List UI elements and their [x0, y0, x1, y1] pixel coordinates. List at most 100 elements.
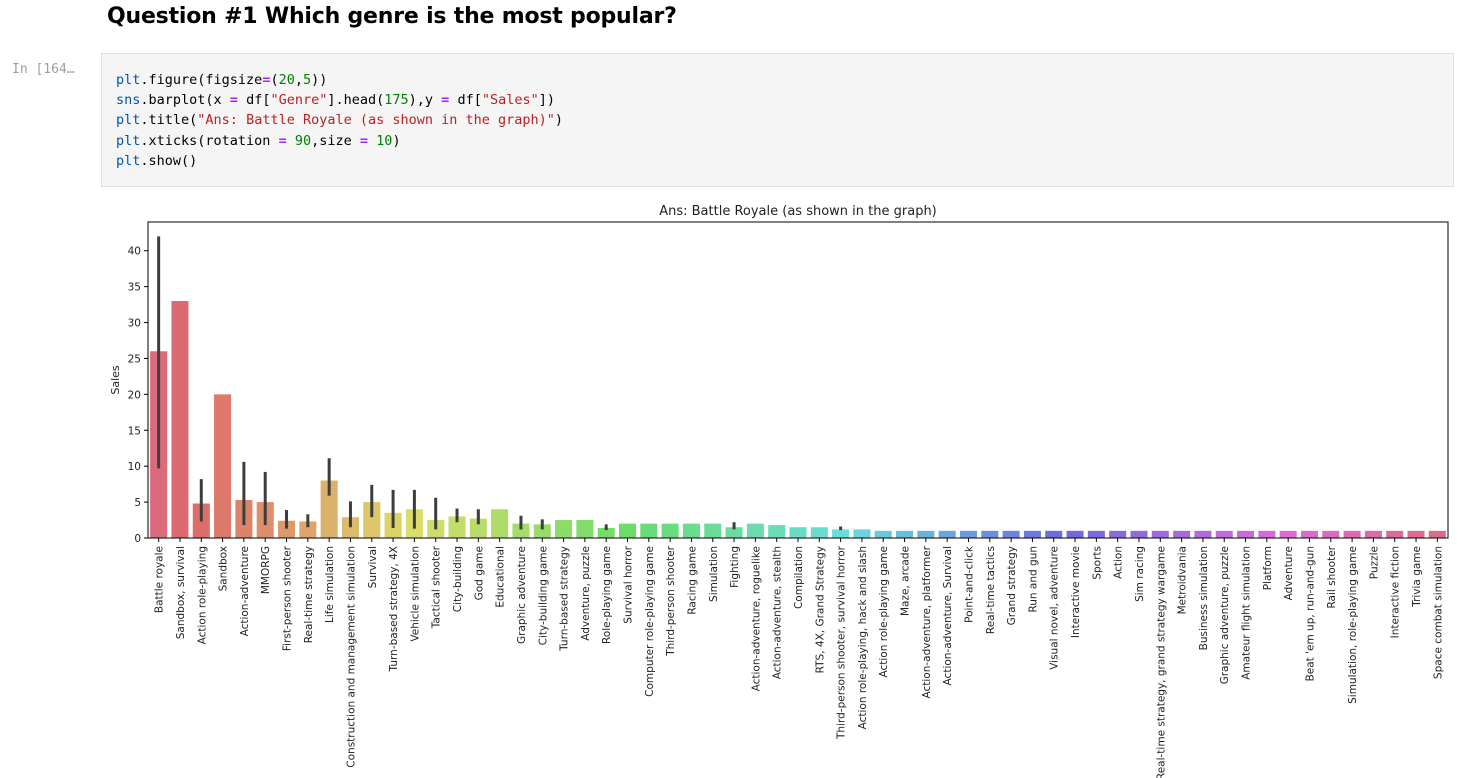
- y-tick-label: 25: [128, 353, 141, 365]
- x-tick-label: Visual novel, adventure: [1049, 546, 1061, 670]
- y-tick-label: 35: [128, 282, 141, 294]
- x-tick-label: Point-and-click: [963, 545, 975, 623]
- bar: [725, 527, 743, 538]
- x-tick-label: Space combat simulation: [1432, 546, 1444, 679]
- y-tick-label: 40: [128, 246, 141, 258]
- x-tick-label: Sandbox, survival: [175, 546, 187, 639]
- y-axis-label: Sales: [109, 365, 122, 395]
- x-tick-label: Action-adventure, stealth: [772, 546, 784, 679]
- y-tick-label: 0: [134, 533, 141, 545]
- bar: [320, 480, 338, 538]
- x-tick-label: Life simulation: [324, 546, 336, 623]
- x-tick-label: Rail shooter: [1326, 545, 1338, 608]
- x-tick-label: Beat 'em up, run-and-gun: [1304, 546, 1316, 681]
- x-tick-label: Business simulation: [1198, 546, 1210, 650]
- x-tick-label: Trivia game: [1411, 546, 1423, 608]
- y-tick-label: 20: [128, 389, 141, 401]
- x-tick-label: Turn-based strategy: [559, 546, 571, 652]
- x-tick-label: Survival horror: [623, 545, 635, 623]
- chart-title: Ans: Battle Royale (as shown in the grap…: [659, 204, 937, 219]
- x-tick-label: Adventure, puzzle: [580, 546, 592, 641]
- bar: [938, 530, 956, 538]
- x-tick-label: Grand strategy: [1006, 546, 1018, 625]
- code-editor[interactable]: plt.figure(figsize=(20,5)) sns.barplot(x…: [102, 54, 1453, 171]
- x-tick-label: Fighting: [729, 546, 741, 588]
- bar: [1322, 530, 1340, 538]
- code-line: plt.xticks(rotation = 90,size = 10): [116, 132, 401, 149]
- bar: [1343, 530, 1361, 538]
- x-tick-label: God game: [473, 546, 485, 600]
- x-tick-label: City-building: [452, 546, 464, 612]
- x-tick-label: Tactical shooter: [431, 545, 443, 629]
- bar: [746, 523, 764, 538]
- x-tick-label: Third-person shooter: [665, 545, 677, 656]
- bar: [491, 509, 509, 538]
- x-tick-label: Amateur flight simulation: [1241, 546, 1253, 680]
- bar: [874, 530, 892, 538]
- x-tick-label: Interactive fiction: [1390, 546, 1402, 638]
- bar: [640, 523, 658, 538]
- input-prompt: In [164…: [12, 62, 75, 77]
- bar: [618, 523, 637, 538]
- code-cell[interactable]: plt.figure(figsize=(20,5)) sns.barplot(x…: [101, 53, 1454, 187]
- bar: [597, 527, 615, 538]
- bar: [1045, 530, 1063, 538]
- x-tick-label: Metroidvania: [1177, 546, 1189, 614]
- code-line: plt.title("Ans: Battle Royale (as shown …: [116, 112, 564, 129]
- bar: [363, 502, 381, 538]
- bar: [682, 523, 700, 538]
- x-tick-label: Action role-playing game: [878, 546, 890, 678]
- x-tick-label: Construction and management simulation: [345, 546, 357, 768]
- bar: [299, 521, 317, 538]
- bar: [853, 529, 871, 538]
- y-tick-label: 5: [134, 497, 141, 509]
- bar: [214, 394, 232, 538]
- x-tick-label: Role-playing game: [601, 546, 613, 644]
- bar: [1279, 530, 1297, 538]
- x-tick-label: Platform: [1262, 546, 1274, 590]
- bar: [1087, 530, 1105, 538]
- x-tick-label: Educational: [495, 546, 507, 608]
- bar: [810, 527, 828, 538]
- bar: [661, 523, 679, 538]
- bar: [1109, 530, 1127, 538]
- x-tick-label: Action role-playing, hack and slash: [857, 546, 869, 729]
- x-tick-label: Turn-based strategy, 4X: [388, 546, 400, 672]
- x-tick-label: Real-time strategy: [303, 546, 315, 643]
- bar: [1002, 530, 1020, 538]
- x-tick-label: Adventure: [1283, 546, 1295, 600]
- x-axis: Battle royale Sandbox, survival Action rol…: [154, 538, 1444, 778]
- x-tick-label: Maze, arcade: [900, 546, 912, 616]
- x-tick-label: Compilation: [793, 546, 805, 609]
- x-tick-label: City-building game: [537, 546, 549, 645]
- x-tick-label: Graphic adventure: [516, 546, 528, 644]
- bar: [1215, 530, 1233, 538]
- x-tick-label: Action-adventure, Survival: [942, 546, 954, 685]
- bar: [576, 520, 594, 538]
- y-tick-label: 15: [128, 425, 141, 437]
- y-tick-label: 30: [128, 318, 141, 330]
- bar: [278, 520, 296, 538]
- bar: [1407, 530, 1425, 538]
- bar: [917, 530, 935, 538]
- x-tick-label: Racing game: [686, 546, 698, 615]
- bar: [171, 301, 189, 538]
- x-tick-label: Survival: [367, 546, 379, 588]
- bar: [1194, 530, 1212, 538]
- code-line: sns.barplot(x = df["Genre"].head(175),y …: [116, 92, 555, 109]
- x-tick-label: Interactive movie: [1070, 546, 1082, 638]
- x-tick-label: Real-time tactics: [985, 546, 997, 634]
- x-tick-label: Action-adventure, roguelike: [750, 546, 762, 691]
- bar: [1066, 530, 1084, 538]
- code-line: plt.show(): [116, 152, 198, 169]
- bar: [1237, 530, 1255, 538]
- x-tick-label: RTS, 4X, Grand Strategy: [814, 546, 826, 673]
- x-tick-label: Simulation: [708, 546, 720, 602]
- code-line: plt.figure(figsize=(20,5)): [116, 72, 328, 88]
- bar: [1386, 530, 1404, 538]
- y-tick-label: 10: [128, 461, 141, 473]
- bar: [704, 523, 722, 538]
- y-axis: 0 5 10 15 20 25 30 35 40: [128, 246, 148, 545]
- bar: [1364, 530, 1382, 538]
